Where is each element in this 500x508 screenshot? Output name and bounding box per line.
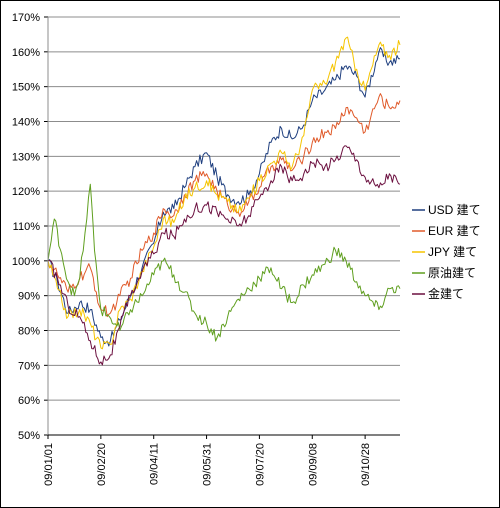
series-line-1: [47, 93, 401, 318]
y-tick-label: 160%: [12, 47, 40, 59]
legend-label-4: 金建て: [428, 286, 464, 301]
y-tick-label: 60%: [18, 395, 40, 407]
legend-label-3: 原油建て: [428, 266, 476, 280]
y-tick-label: 130%: [12, 151, 40, 163]
series-line-4: [47, 145, 401, 366]
y-tick-label: 110%: [13, 221, 41, 233]
x-tick-label: 09/04/11: [149, 443, 161, 485]
y-tick-label: 170%: [12, 12, 40, 24]
y-tick-label: 100%: [12, 256, 40, 268]
series-lines: [47, 36, 401, 366]
series-line-3: [47, 183, 401, 342]
y-tick-label: 90%: [18, 291, 40, 303]
y-tick-label: 140%: [12, 117, 40, 129]
y-tick-label: 50%: [18, 430, 40, 442]
axes: 50% 60% 70% 80% 90% 100% 110% 120% 130% 140% 150% 1…: [12, 12, 400, 486]
x-tick-label: 09/10/28: [360, 443, 372, 486]
x-tick-label: 09/09/08: [307, 443, 319, 486]
y-tick-label: 120%: [12, 186, 40, 198]
y-tick-label: 70%: [18, 360, 40, 372]
series-line-2: [47, 36, 401, 350]
x-tick-label: 09/05/31: [202, 443, 214, 486]
legend-label-1: EUR 建て: [428, 224, 481, 238]
y-tick-label: 80%: [18, 326, 40, 338]
x-tick-label: 09/01/01: [43, 443, 55, 486]
x-tick-label: 09/02/20: [96, 443, 108, 486]
legend-label-0: USD 建て: [428, 203, 481, 217]
legend-label-2: JPY 建て: [428, 245, 477, 259]
gridlines: [48, 16, 400, 436]
y-tick-label: 150%: [12, 82, 40, 94]
x-tick-label: 09/07/20: [254, 443, 266, 486]
